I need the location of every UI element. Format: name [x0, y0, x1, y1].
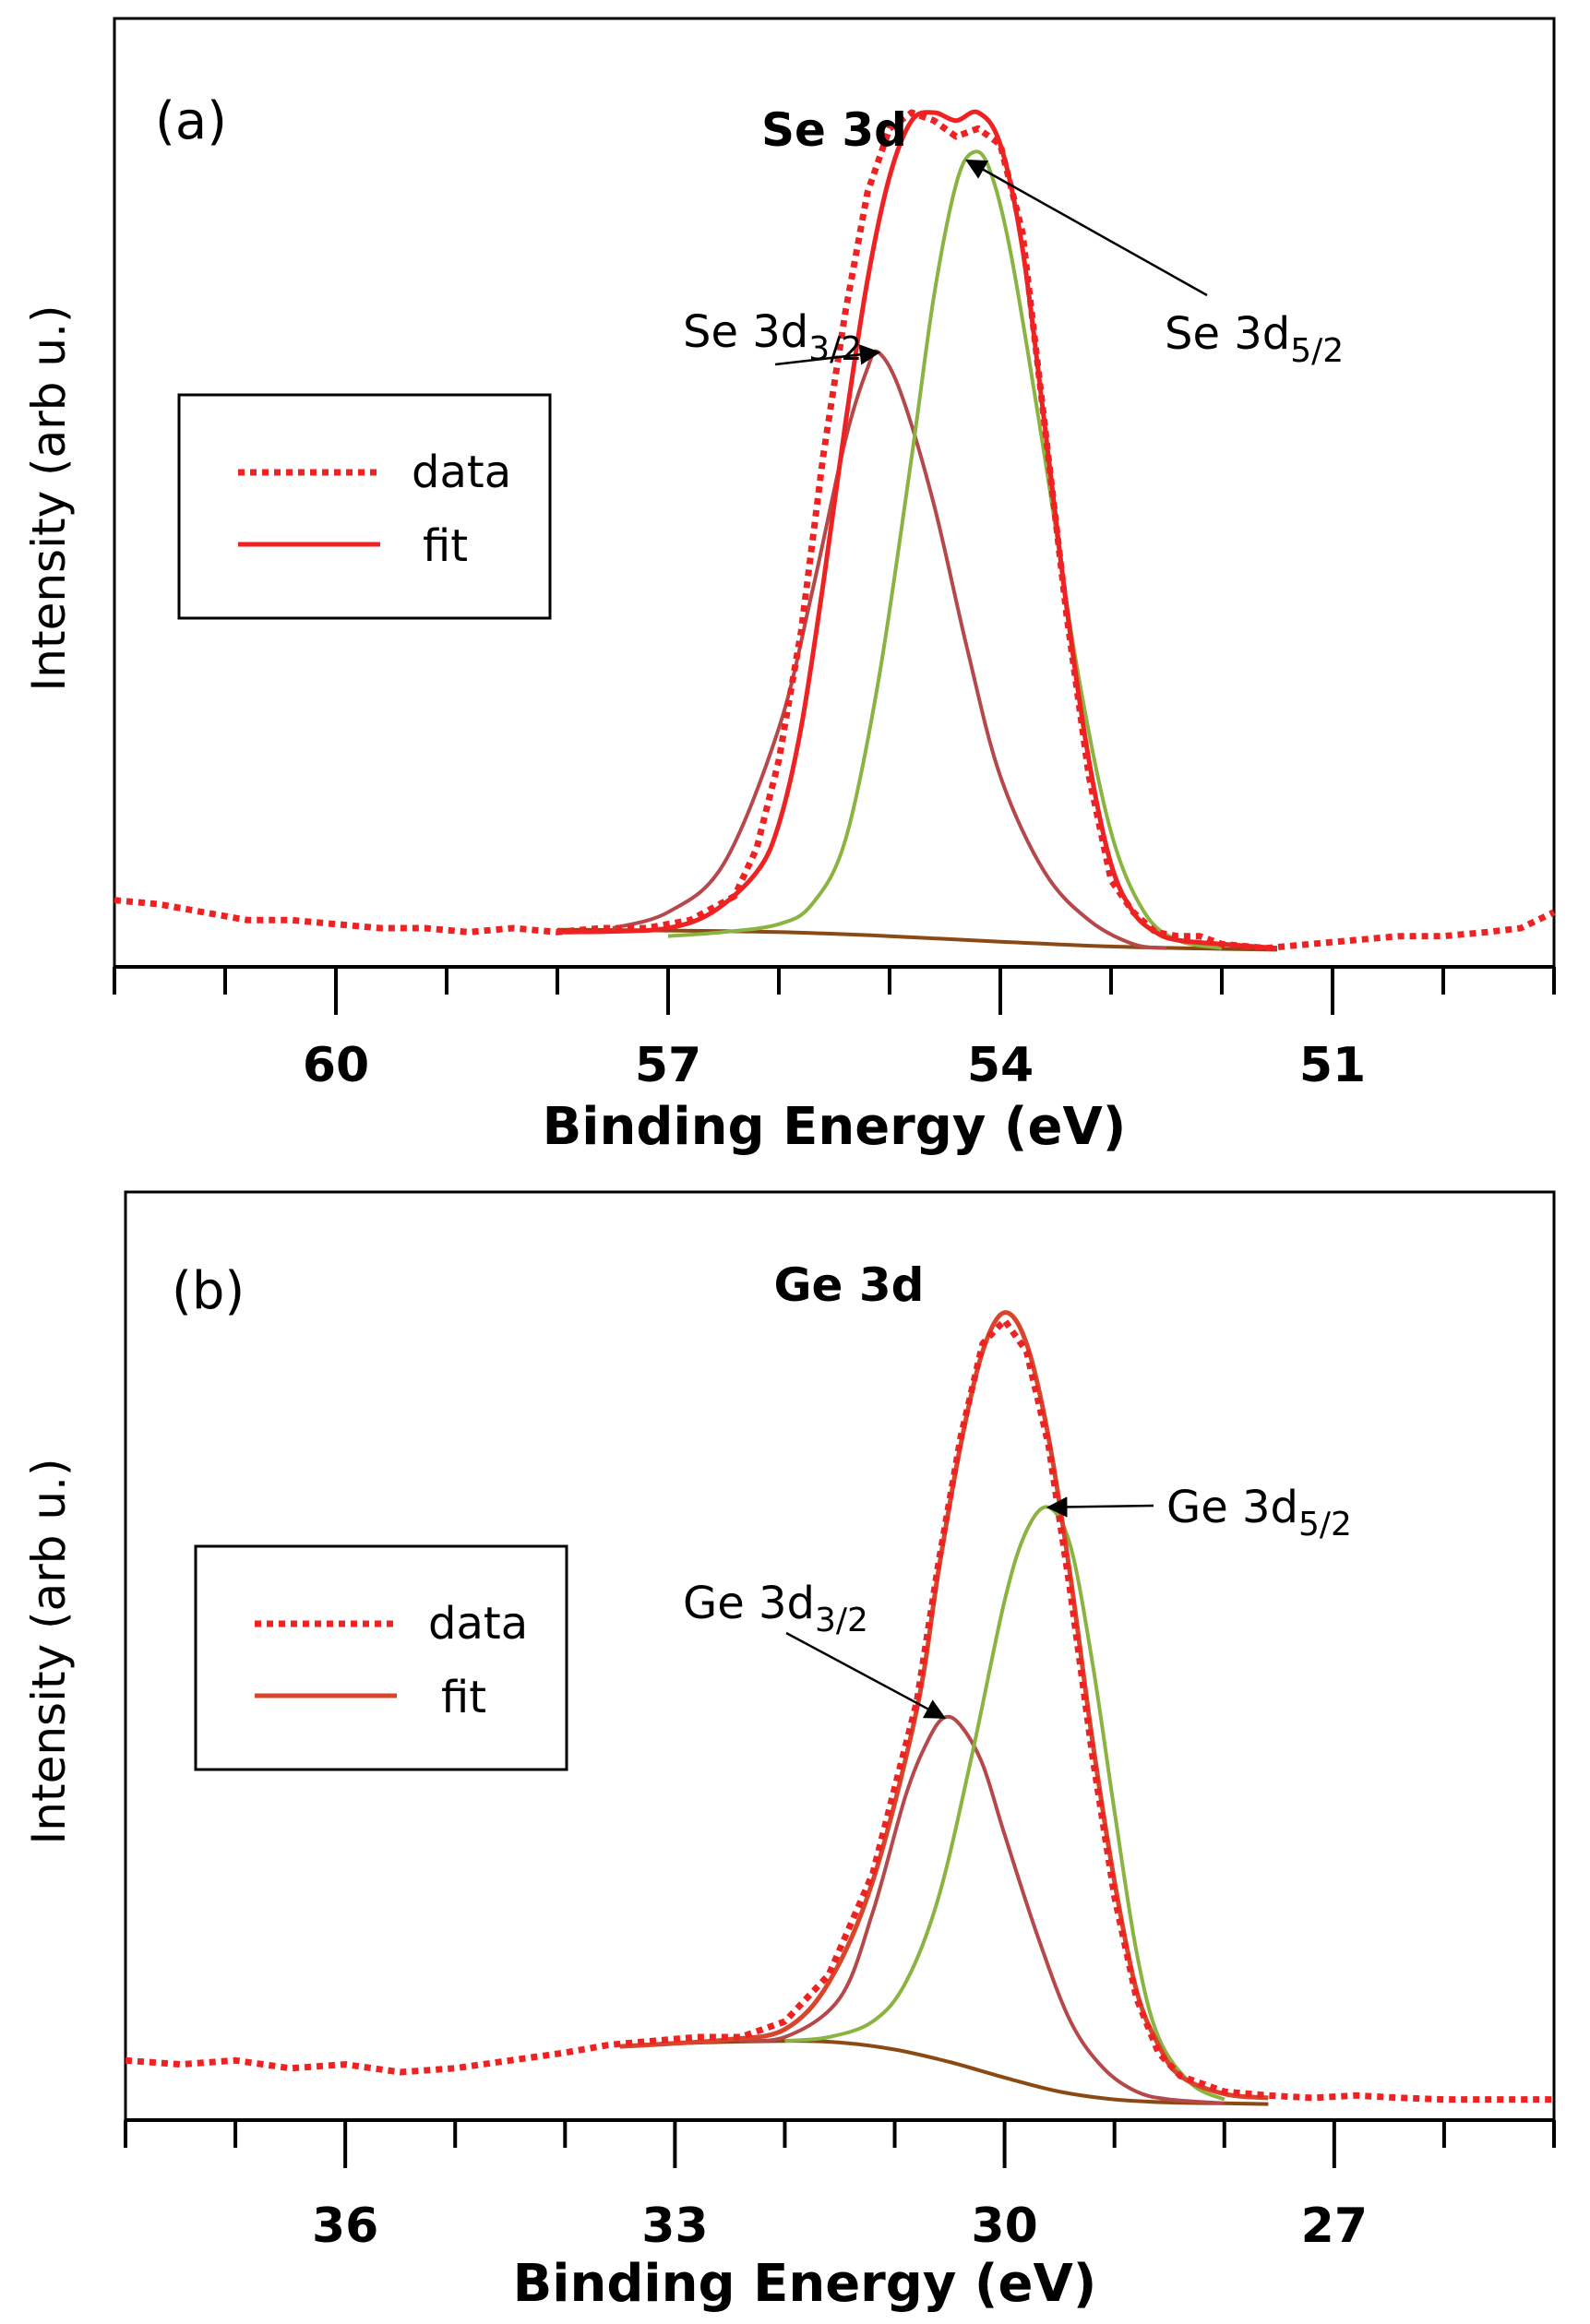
series-layer [114, 109, 1556, 952]
data-line [125, 1317, 1554, 2104]
legend-box [194, 1544, 568, 1771]
data-line [114, 109, 1556, 952]
x-axis-label: Binding Energy (eV) [513, 2254, 1097, 2314]
x-ticks [113, 967, 1556, 1015]
x-tick-labels: 60 57 54 51 [303, 1038, 1366, 1093]
annotation-3d3-2-label: Ge 3d3/2 [683, 1578, 868, 1639]
x-tick-label: 57 [635, 1038, 701, 1093]
panel-title: Ge 3d [774, 1258, 925, 1312]
annotation-3d5-2-arrow [1046, 1496, 1154, 1518]
annotation-3d5-2-label: Ge 3d5/2 [1166, 1482, 1352, 1543]
legend-label-data: data [428, 1598, 528, 1650]
legend-label-fit: fit [441, 1672, 486, 1723]
panel-b: 36 33 30 27 (b) Ge 3d Ge 3d3/2 Ge 3d5/2 dat… [22, 1190, 1556, 2314]
panel-label: (a) [155, 91, 227, 151]
series-layer [125, 1310, 1554, 2106]
legend-box [177, 393, 552, 620]
x-tick-label: 51 [1299, 1038, 1366, 1093]
panel-a: 60 57 54 51 (a) Se 3d Se 3d3/2 Se 3d5/2 dat… [22, 17, 1556, 1157]
peak-3d3-2-line [729, 1714, 1225, 2105]
peak-3d5-2-line [784, 1505, 1225, 2102]
annotation-3d3-2: Se 3d3/2 [683, 306, 881, 368]
legend-label-fit: fit [423, 520, 468, 572]
x-tick-label: 60 [303, 1038, 369, 1093]
panel-label: (b) [172, 1261, 245, 1321]
x-ticks [124, 2120, 1556, 2168]
background-line [556, 927, 1278, 952]
annotation-3d5-2-label: Se 3d5/2 [1165, 308, 1344, 370]
annotation-3d3-2: Ge 3d3/2 [683, 1578, 947, 1719]
fit-line [556, 109, 1278, 951]
annotation-3d5-2-arrow [965, 159, 1208, 297]
x-tick-labels: 36 33 30 27 [312, 2199, 1368, 2254]
annotation-3d3-2-arrow [785, 1631, 947, 1719]
x-tick-label: 36 [312, 2199, 378, 2254]
annotation-3d5-2: Ge 3d5/2 [1046, 1482, 1352, 1543]
annotation-3d5-2: Se 3d5/2 [965, 159, 1344, 370]
x-tick-label: 54 [967, 1038, 1034, 1093]
panel-title: Se 3d [761, 103, 907, 157]
x-tick-label: 30 [971, 2199, 1037, 2254]
annotation-3d3-2-label: Se 3d3/2 [683, 306, 862, 368]
background-line [619, 2039, 1269, 2106]
peak-3d3-2-line [612, 349, 1167, 950]
x-tick-label: 33 [641, 2199, 708, 2254]
x-axis-label: Binding Energy (eV) [543, 1097, 1127, 1157]
peak-3d5-2-line [667, 149, 1223, 950]
legend: data fit [194, 1544, 568, 1771]
annotation-3d3-2-arrow [774, 344, 881, 366]
y-axis-label: Intensity (arb u.) [22, 1459, 76, 1845]
legend: data fit [177, 393, 552, 620]
fit-line [619, 1310, 1269, 2101]
x-tick-label: 27 [1301, 2199, 1368, 2254]
legend-label-data: data [412, 447, 511, 498]
y-axis-label: Intensity (arb u.) [22, 305, 76, 692]
